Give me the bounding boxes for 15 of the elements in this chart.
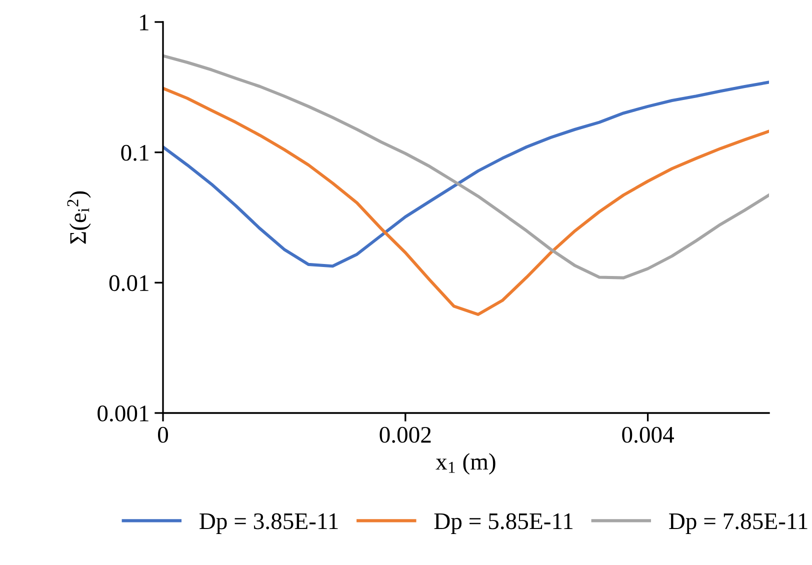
x-tick-label: 0.002 bbox=[380, 426, 431, 443]
legend-label: Dp = 3.85E-11 bbox=[200, 513, 338, 534]
line-series bbox=[163, 86, 769, 316]
legend-label: Dp = 7.85E-11 bbox=[669, 513, 808, 534]
line-series bbox=[163, 54, 769, 280]
x-tick-label: 0.004 bbox=[622, 426, 674, 443]
y-axis-title: Σ(e$_{i}$$^{2}$) bbox=[67, 191, 91, 244]
y-tick-label: 0.1 bbox=[121, 144, 148, 161]
x-axis-title: x$_{1}$ (m) bbox=[436, 453, 496, 475]
legend-label: Dp = 5.85E-11 bbox=[434, 513, 573, 534]
line-series bbox=[163, 80, 769, 268]
y-tick-label: 0.001 bbox=[98, 405, 148, 422]
x-tick-label: 0 bbox=[158, 426, 168, 443]
y-tick-label: 0.01 bbox=[109, 275, 148, 292]
y-tick-label: 1 bbox=[140, 14, 148, 30]
